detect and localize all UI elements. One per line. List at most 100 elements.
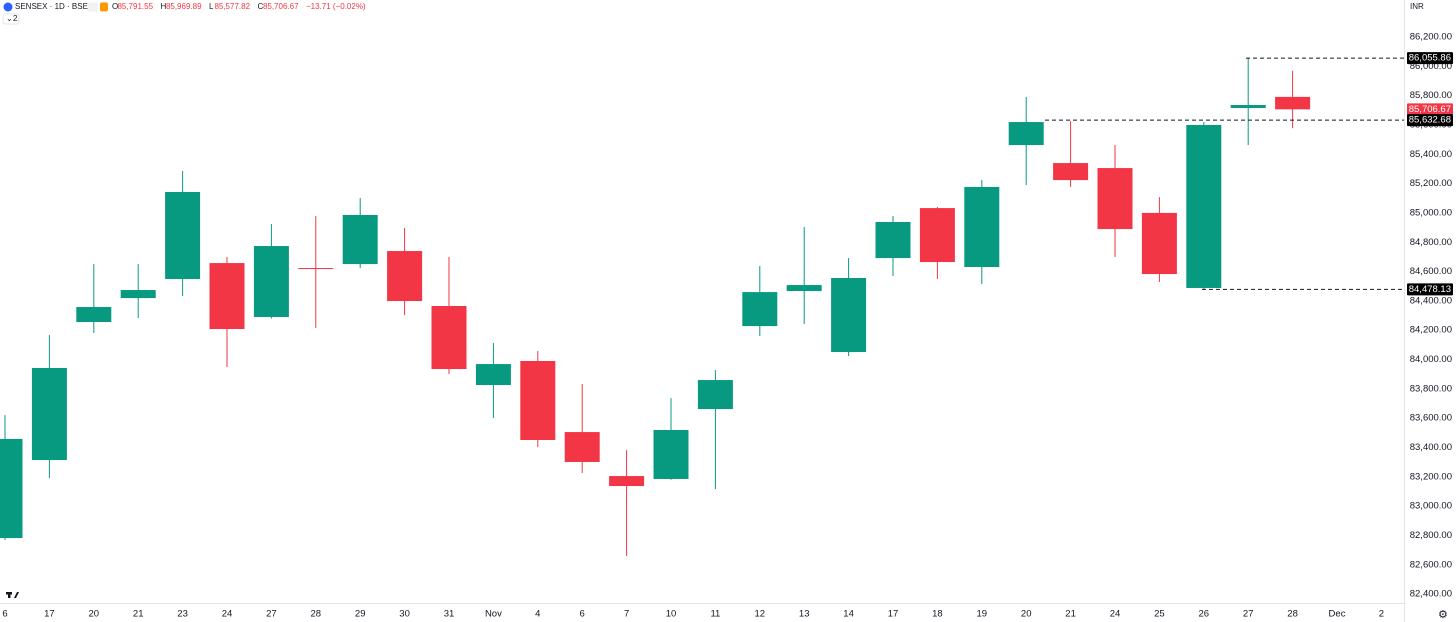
y-tick-label: 82,400.00 [1410, 589, 1452, 600]
candle-body [76, 307, 112, 322]
candle-body [1275, 96, 1311, 110]
currency[interactable]: INR [1410, 2, 1424, 11]
y-tick-label: 84,000.00 [1410, 354, 1452, 365]
y-tick-label: 84,400.00 [1410, 295, 1452, 306]
ohlc-value: 85,969.89 [166, 2, 202, 11]
x-tick-label: 31 [444, 609, 455, 620]
x-tick-label: 17 [888, 609, 899, 620]
y-tick-label: 83,600.00 [1410, 413, 1452, 424]
y-tick-label: 82,800.00 [1410, 530, 1452, 541]
ohlc-label: L [209, 2, 214, 11]
ohlc-value: 85,791.55 [117, 2, 153, 11]
price-label-bg [1407, 52, 1453, 65]
price-label: 85,706.67 [1409, 104, 1451, 115]
ohlc-legend: O 85,791.55 H 85,969.89 L 85,577.82 C 85,706.67… [112, 2, 366, 11]
x-tick-label: 26 [1199, 609, 1210, 620]
x-tick-label: 29 [355, 609, 366, 620]
candle-body [653, 430, 689, 479]
candle-body [1230, 105, 1266, 108]
candle-body [1008, 122, 1044, 146]
candle-body [786, 285, 822, 292]
y-tick-label: 83,200.00 [1410, 471, 1452, 482]
x-tick-label: 28 [311, 609, 322, 620]
ohlc-value: 85,706.67 [263, 2, 299, 11]
market-status-icon [100, 2, 108, 12]
symbol[interactable]: SENSEX · 1D · BSE [15, 2, 88, 11]
candle-body [1097, 168, 1133, 230]
price-label-bg [1407, 114, 1453, 127]
x-tick-label: 12 [755, 609, 766, 620]
y-tick-label: 85,800.00 [1410, 90, 1452, 101]
x-tick-label: 7 [624, 609, 629, 620]
y-tick-label: 85,200.00 [1410, 178, 1452, 189]
x-tick-label: 13 [799, 609, 810, 620]
ohlc-label: H [161, 2, 167, 11]
x-tick-label: 19 [977, 609, 988, 620]
eye-icon[interactable] [88, 2, 98, 12]
x-tick-label: 17 [44, 609, 55, 620]
candle-body [1141, 212, 1177, 275]
y-tick-label: 84,200.00 [1410, 325, 1452, 336]
candle-body [831, 278, 867, 353]
ohlc-change: −13.71 (−0.02%) [306, 2, 366, 11]
x-tick-label: 10 [666, 609, 677, 620]
x-tick-label: 24 [1110, 609, 1121, 620]
price-label: 84,478.13 [1409, 284, 1451, 295]
y-tick-label: 85,400.00 [1410, 149, 1452, 160]
tradingview-logo [6, 592, 19, 598]
x-tick-label: 30 [399, 609, 410, 620]
candle-body [1186, 124, 1222, 288]
candle-body [697, 380, 733, 410]
price-label: 86,055.86 [1409, 53, 1451, 64]
x-tick-label: Dec [1329, 609, 1346, 620]
price-label-bg [1407, 103, 1453, 116]
x-tick-label: 24 [222, 609, 233, 620]
symbol-icon [3, 2, 13, 12]
x-tick-label: 21 [1065, 609, 1076, 620]
plot-area [0, 57, 1404, 557]
candle-body [564, 432, 600, 462]
candle-body [431, 306, 467, 370]
x-tick-label: 20 [1021, 609, 1032, 620]
candle-body [520, 360, 556, 440]
candle-body [387, 251, 423, 302]
candle-body [0, 438, 23, 539]
candle-body [742, 292, 778, 327]
candle-body [209, 263, 245, 330]
x-tick-label: 27 [266, 609, 277, 620]
candle-body [298, 268, 334, 270]
candle-body [165, 191, 201, 280]
indicator-chevron: ⌄ [6, 14, 13, 23]
x-tick-label: 14 [843, 609, 854, 620]
candle-body [875, 222, 911, 259]
x-tick-label: 6 [580, 609, 585, 620]
y-tick-label: 86,200.00 [1410, 32, 1452, 43]
y-tick-label: 83,000.00 [1410, 501, 1452, 512]
x-tick-label: Nov [485, 609, 502, 620]
candle-body [342, 214, 378, 265]
x-tick-label: 25 [1154, 609, 1165, 620]
y-tick-label: 83,400.00 [1410, 442, 1452, 453]
candle-body [475, 364, 511, 386]
y-tick-label: 83,800.00 [1410, 383, 1452, 394]
x-tick-label: 23 [177, 609, 188, 620]
indicator-toggle[interactable] [2, 13, 20, 25]
candle-body [609, 476, 645, 487]
candle-body [253, 246, 289, 318]
settings-icon[interactable]: ⚙ [1438, 609, 1448, 621]
y-tick-label: 84,800.00 [1410, 237, 1452, 248]
candle-body [1053, 163, 1089, 181]
price-label: 85,632.68 [1409, 115, 1451, 126]
candle-body [919, 208, 955, 263]
indicator-count: 2 [13, 14, 18, 23]
candle-body [31, 368, 67, 461]
price-label-bg [1407, 283, 1453, 296]
y-tick-label: 85,000.00 [1410, 207, 1452, 218]
candle-body [964, 186, 1000, 268]
x-tick-label: 4 [535, 609, 540, 620]
y-tick-label: 86,000.00 [1410, 61, 1452, 72]
x-tick-label: 11 [710, 609, 720, 620]
ohlc-label: O [112, 2, 118, 11]
